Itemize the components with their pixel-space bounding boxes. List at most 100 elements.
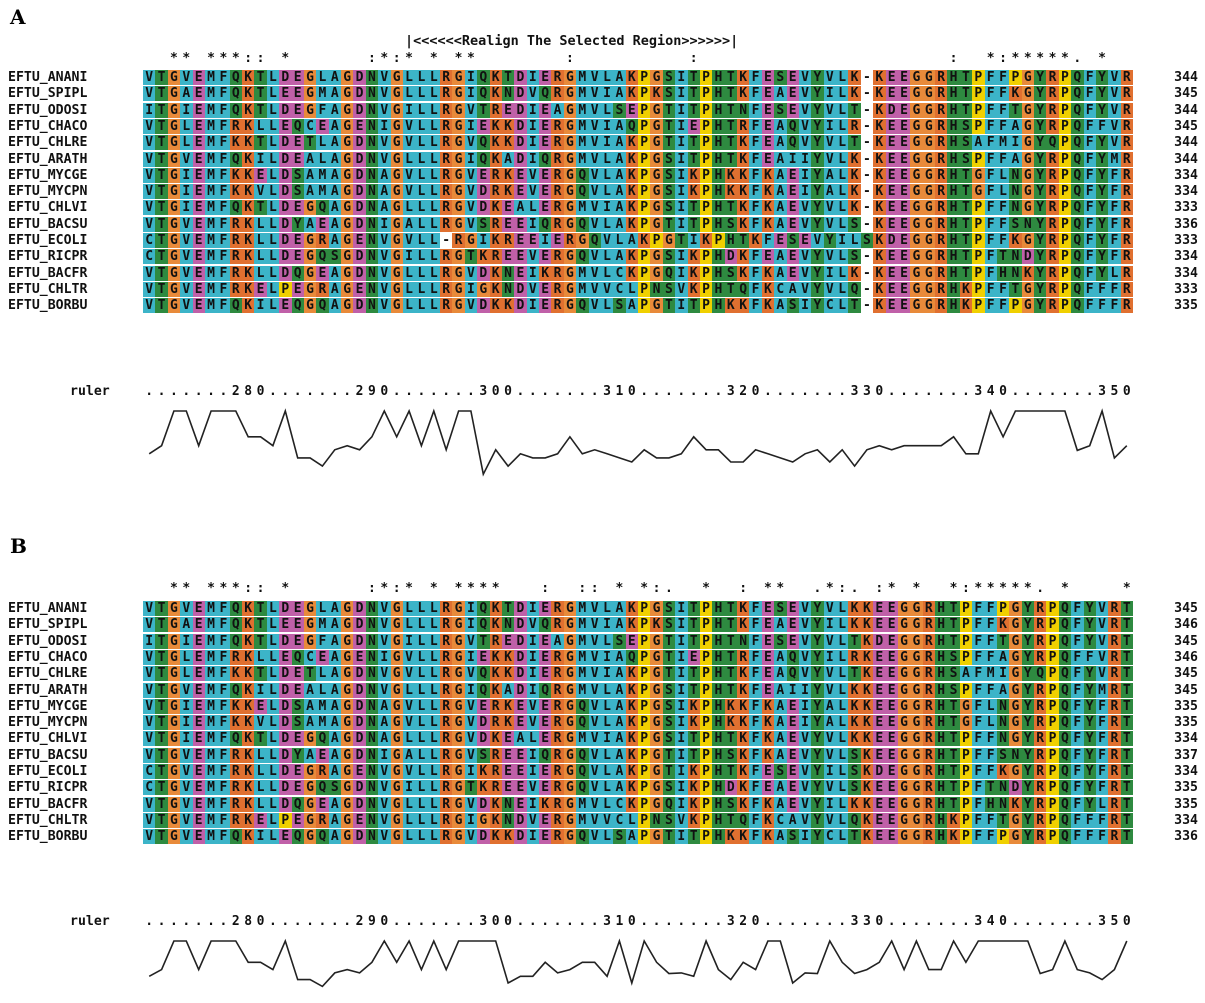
residue-cell: P — [699, 812, 713, 828]
residue-cell: R — [551, 281, 564, 297]
residue-cell: I — [798, 184, 812, 200]
residue-cell: G — [167, 780, 181, 796]
residue-cell: V — [143, 682, 156, 698]
residue-cell: G — [897, 682, 911, 698]
residue-cell: G — [452, 184, 465, 200]
residue-cell: T — [155, 167, 168, 183]
residue-cell: M — [204, 780, 218, 796]
residue-cell: H — [947, 151, 960, 167]
residue-cell: L — [254, 764, 267, 779]
residue-cell: G — [922, 151, 935, 167]
residue-cell: N — [365, 796, 379, 812]
residue-cell: G — [390, 796, 403, 812]
residue-cell: P — [972, 298, 985, 314]
residue-cell: V — [143, 118, 156, 134]
residue-cell: Q — [1058, 715, 1072, 731]
residue-cell: E — [786, 617, 799, 633]
residue-cell: K — [761, 298, 775, 314]
residue-cell: G — [303, 281, 317, 297]
residue-cell: L — [180, 135, 193, 151]
residue-cell: R — [1034, 780, 1047, 796]
residue-cell: F — [749, 764, 762, 779]
residue-cell: A — [613, 764, 626, 779]
residue-cell: K — [625, 764, 638, 779]
residue-cell: F — [984, 281, 997, 297]
residue-cell: M — [576, 135, 589, 151]
residue-cell: T — [155, 764, 168, 779]
residue-cell: R — [935, 298, 948, 314]
residue-cell: K — [625, 167, 638, 183]
residue-cell: N — [365, 764, 379, 779]
residue-cell: G — [1021, 233, 1034, 248]
residue-cell: L — [415, 731, 428, 747]
sequence-end-position: 345 — [1174, 633, 1198, 649]
residue-cell: L — [427, 118, 440, 134]
residue-cell: V — [143, 281, 156, 297]
residue-cell: F — [996, 216, 1010, 232]
residue-cell: E — [897, 298, 911, 314]
residue-cell: M — [984, 666, 997, 682]
residue-cell: K — [539, 265, 552, 281]
residue-cell: L — [600, 265, 614, 281]
residue-cell: S — [786, 233, 799, 248]
residue-cell: G — [303, 265, 317, 281]
residue-cell: V — [823, 281, 836, 297]
residue-cell: T — [947, 764, 960, 779]
residue-cell: R — [935, 70, 948, 85]
residue-cell: L — [836, 249, 849, 265]
residue-cell: G — [167, 167, 181, 183]
residue-cell: R — [1108, 747, 1121, 763]
residue-cell: M — [204, 167, 218, 183]
residue-cell: L — [266, 780, 280, 796]
residue-cell: K — [489, 281, 502, 297]
residue-cell: R — [1120, 86, 1133, 102]
residue-cell: G — [167, 216, 181, 232]
residue-cell: G — [563, 682, 577, 698]
residue-cell: L — [600, 601, 614, 616]
residue-cell: P — [699, 200, 713, 216]
residue-cell: V — [675, 281, 688, 297]
residue-cell: R — [440, 747, 453, 763]
residue-cell: Q — [1058, 698, 1072, 714]
residue-cell: V — [180, 780, 193, 796]
residue-cell: T — [959, 265, 973, 281]
residue-cell: T — [254, 102, 267, 118]
residue-cell: D — [514, 151, 527, 167]
sequence-end-position: 336 — [1174, 829, 1198, 845]
residue-cell: R — [440, 265, 453, 281]
residue-cell: T — [1120, 682, 1133, 698]
residue-cell: S — [724, 796, 737, 812]
residue-cell: H — [935, 829, 948, 845]
residue-cell: V — [588, 102, 601, 118]
residue-cell: K — [860, 796, 874, 812]
residue-cell: F — [984, 135, 997, 151]
residue-cell: E — [786, 265, 799, 281]
residue-cell: L — [415, 698, 428, 714]
residue-cell: E — [501, 780, 515, 796]
residue-cell: F — [972, 731, 985, 747]
residue-cell: N — [996, 715, 1010, 731]
residue-cell: G — [922, 184, 935, 200]
residue-cell: E — [885, 135, 898, 151]
residue-cell: S — [774, 601, 787, 616]
quality-line — [148, 408, 1128, 477]
residue-cell: M — [204, 102, 218, 118]
residue-cell: H — [935, 780, 948, 796]
residue-cell: N — [1009, 167, 1022, 183]
residue-cell: E — [353, 812, 366, 828]
residue-cell: L — [316, 682, 329, 698]
residue-cell: V — [798, 249, 812, 265]
residue-cell: L — [266, 715, 280, 731]
residue-cell: L — [415, 764, 428, 779]
residue-cell: G — [922, 118, 935, 134]
residue-cell: E — [316, 649, 329, 665]
residue-cell: N — [365, 666, 379, 682]
residue-cell: L — [415, 118, 428, 134]
residue-cell: A — [378, 167, 391, 183]
residue-cell: F — [1071, 649, 1084, 665]
residue-cell: P — [1046, 796, 1059, 812]
residue-cell: Y — [1021, 731, 1034, 747]
residue-cell: G — [910, 715, 923, 731]
